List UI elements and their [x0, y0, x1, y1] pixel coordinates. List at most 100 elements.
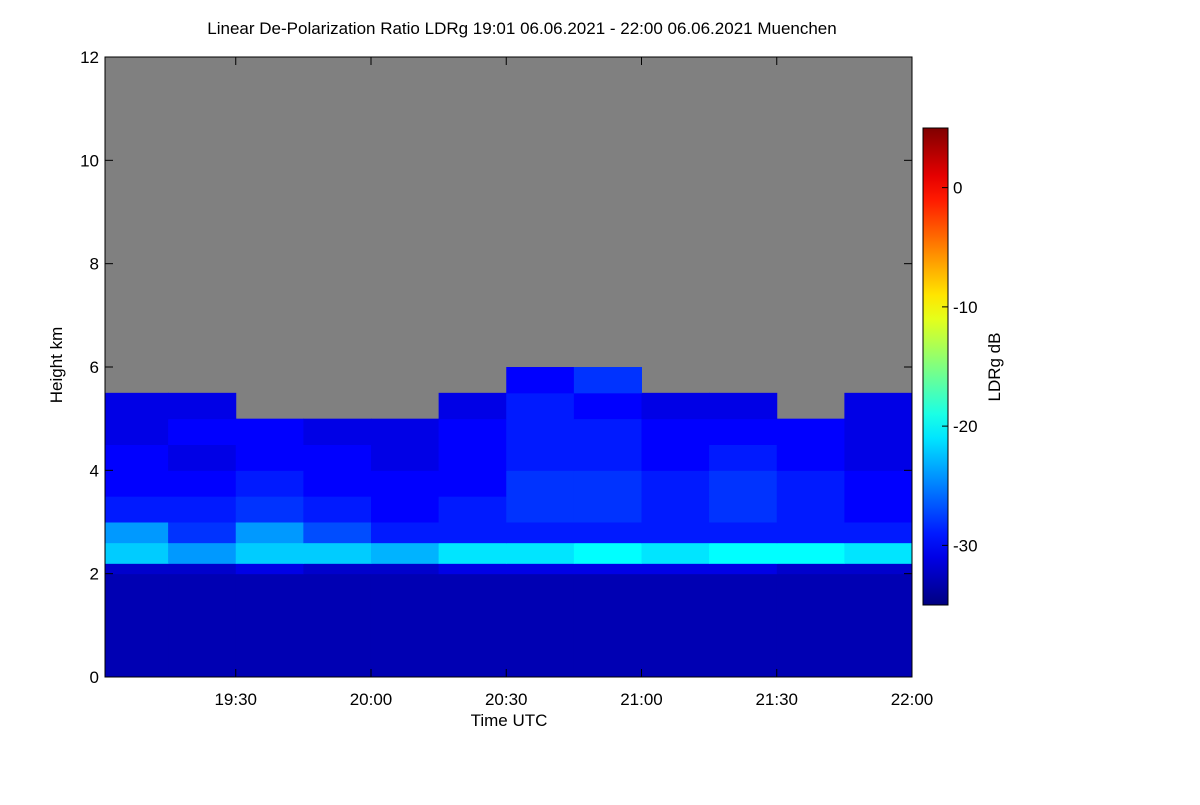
- heatmap-cell: [709, 418, 778, 445]
- heatmap-cell: [370, 444, 440, 471]
- heatmap-cell: [303, 470, 372, 497]
- y-tick-label: 4: [90, 461, 99, 480]
- heatmap-cell: [235, 563, 304, 575]
- heatmap-cell: [709, 496, 778, 523]
- heatmap-cell: [168, 651, 237, 678]
- heatmap-cell: [641, 651, 710, 678]
- heatmap-cell: [641, 522, 710, 544]
- heatmap-cell: [844, 444, 913, 471]
- heatmap-cell: [709, 625, 778, 652]
- heatmap-cell: [573, 573, 642, 600]
- heatmap-cell: [168, 470, 237, 497]
- heatmap-cell: [370, 522, 440, 544]
- heatmap-cell: [370, 563, 440, 575]
- heatmap-cell: [105, 573, 169, 600]
- heatmap-cell: [776, 522, 845, 544]
- heatmap-cell: [573, 496, 642, 523]
- heatmap-cell: [844, 573, 913, 600]
- heatmap-cell: [168, 599, 237, 626]
- heatmap-cell: [370, 651, 440, 678]
- x-tick-label: 21:30: [755, 690, 798, 709]
- y-tick-label: 0: [90, 668, 99, 687]
- heatmap-cell: [235, 542, 304, 564]
- heatmap-cell: [641, 418, 710, 445]
- colorbar: [922, 127, 949, 606]
- heatmap-cell: [438, 470, 507, 497]
- colorbar-tick-label: -10: [953, 298, 978, 317]
- heatmap-cell: [641, 542, 710, 564]
- heatmap-cell: [438, 573, 507, 600]
- heatmap-cell: [641, 563, 710, 575]
- heatmap-cell: [506, 542, 575, 564]
- colorbar-label: LDRg dB: [985, 333, 1004, 402]
- heatmap-cell: [506, 522, 575, 544]
- heatmap-cell: [168, 563, 237, 575]
- heatmap-cell: [776, 563, 845, 575]
- heatmap-cell: [844, 418, 913, 445]
- heatmap-cell: [573, 599, 642, 626]
- colorbar-tick-label: 0: [953, 179, 962, 198]
- heatmap-cell: [303, 599, 372, 626]
- y-tick-label: 8: [90, 255, 99, 274]
- heatmap-cell: [235, 444, 304, 471]
- heatmap-cell: [844, 651, 913, 678]
- heatmap-cell: [105, 522, 169, 544]
- heatmap-cell: [235, 522, 304, 544]
- heatmap-cell: [573, 392, 642, 420]
- heatmap-cell: [438, 496, 507, 523]
- heatmap-cell: [506, 625, 575, 652]
- heatmap-cell: [776, 542, 845, 564]
- heatmap-cell: [573, 418, 642, 445]
- heatmap-cell: [105, 625, 169, 652]
- heatmap-cell: [370, 470, 440, 497]
- heatmap-cell: [303, 563, 372, 575]
- heatmap-cell: [168, 522, 237, 544]
- heatmap-cell: [844, 470, 913, 497]
- heatmap-cell: [438, 542, 507, 564]
- x-tick-label: 20:00: [350, 690, 393, 709]
- heatmap-cell: [370, 573, 440, 600]
- y-axis-label: Height km: [47, 327, 66, 404]
- heatmap-cell: [105, 599, 169, 626]
- heatmap-cell: [506, 496, 575, 523]
- heatmap-cell: [506, 651, 575, 678]
- heatmap-cell: [506, 599, 575, 626]
- heatmap-cell: [168, 625, 237, 652]
- heatmap-cell: [105, 444, 169, 471]
- heatmap-cell: [641, 573, 710, 600]
- heatmap-cell: [370, 625, 440, 652]
- heatmap-cell: [844, 496, 913, 523]
- heatmap-cell: [438, 392, 507, 420]
- heatmap-cell: [303, 542, 372, 564]
- heatmap-cell: [844, 522, 913, 544]
- heatmap-cell: [438, 418, 507, 445]
- heatmap-cell: [105, 496, 169, 523]
- heatmap-cell: [168, 444, 237, 471]
- heatmap-cell: [438, 625, 507, 652]
- heatmap-cell: [235, 573, 304, 600]
- heatmap-cell: [641, 599, 710, 626]
- heatmap-cell: [709, 542, 778, 564]
- heatmap-cell: [506, 563, 575, 575]
- heatmap-cell: [506, 470, 575, 497]
- heatmap-cell: [844, 625, 913, 652]
- heatmap-cell: [105, 392, 169, 420]
- heatmap-cell: [303, 573, 372, 600]
- heatmap-cell: [303, 522, 372, 544]
- heatmap-cell: [303, 625, 372, 652]
- heatmap-cell: [641, 444, 710, 471]
- colorbar-tick-label: -20: [953, 417, 978, 436]
- heatmap-cell: [844, 392, 913, 420]
- heatmap-cell: [303, 496, 372, 523]
- heatmap-cell: [303, 444, 372, 471]
- heatmap-cell: [105, 470, 169, 497]
- x-tick-label: 20:30: [485, 690, 528, 709]
- heatmap-cell: [844, 563, 913, 575]
- heatmap-cell: [776, 444, 845, 471]
- heatmap-cell: [168, 392, 237, 420]
- heatmap-cell: [573, 542, 642, 564]
- heatmap-cell: [641, 625, 710, 652]
- heatmap-cell: [168, 496, 237, 523]
- heatmap-cell: [438, 563, 507, 575]
